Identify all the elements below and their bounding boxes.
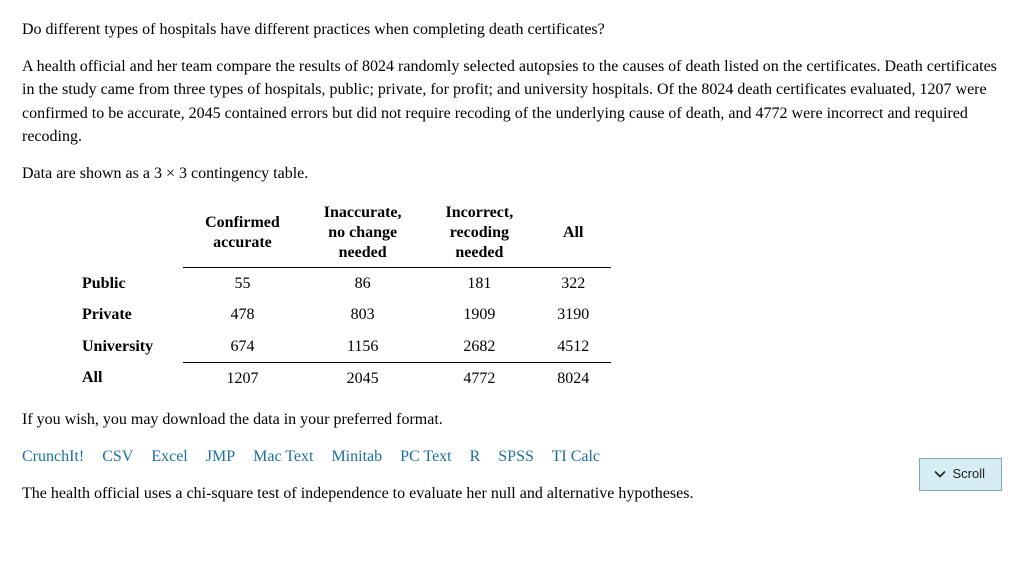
row-label-total: All [82, 362, 183, 394]
download-link-ticalc[interactable]: TI Calc [552, 448, 600, 465]
download-link-crunchit[interactable]: CrunchIt! [22, 448, 84, 465]
cell: 3190 [535, 299, 611, 330]
cell: 478 [183, 299, 302, 330]
question-text: Do different types of hospitals have dif… [22, 18, 1002, 41]
download-text: If you wish, you may download the data i… [22, 408, 1002, 431]
download-link-r[interactable]: R [470, 448, 481, 465]
cell: 8024 [535, 362, 611, 394]
cell: 2045 [302, 362, 424, 394]
table-description: Data are shown as a 3 × 3 contingency ta… [22, 162, 1002, 185]
intro-paragraph: A health official and her team compare t… [22, 55, 1002, 148]
scroll-button[interactable]: Scroll [919, 458, 1002, 491]
row-label: Public [82, 268, 183, 300]
download-link-spss[interactable]: SPSS [498, 448, 534, 465]
table-desc-prefix: Data are shown as a [22, 165, 154, 182]
download-links-row: CrunchIt! CSV Excel JMP Mac Text Minitab… [22, 445, 1002, 468]
row-label: Private [82, 299, 183, 330]
cell: 86 [302, 268, 424, 300]
cell: 1207 [183, 362, 302, 394]
cell: 55 [183, 268, 302, 300]
col-header-inaccurate: Inaccurate,no changeneeded [302, 199, 424, 268]
cell: 181 [424, 268, 536, 300]
table-desc-suffix: contingency table. [187, 165, 308, 182]
table-row: Public 55 86 181 322 [82, 268, 611, 300]
table-desc-dims: 3 × 3 [154, 165, 187, 182]
cell: 4772 [424, 362, 536, 394]
download-link-mactext[interactable]: Mac Text [253, 448, 313, 465]
cell: 2682 [424, 331, 536, 363]
table-row: Private 478 803 1909 3190 [82, 299, 611, 330]
table-header-row: Confirmedaccurate Inaccurate,no changene… [82, 199, 611, 268]
col-header-confirmed: Confirmedaccurate [183, 199, 302, 268]
contingency-table: Confirmedaccurate Inaccurate,no changene… [82, 199, 611, 394]
download-link-csv[interactable]: CSV [102, 448, 133, 465]
col-header-blank [82, 199, 183, 268]
conclusion-text: The health official uses a chi-square te… [22, 482, 1002, 505]
download-link-minitab[interactable]: Minitab [331, 448, 382, 465]
cell: 4512 [535, 331, 611, 363]
table-row-total: All 1207 2045 4772 8024 [82, 362, 611, 394]
cell: 1156 [302, 331, 424, 363]
col-header-all: All [535, 199, 611, 268]
download-link-pctext[interactable]: PC Text [400, 448, 451, 465]
scroll-label: Scroll [952, 465, 985, 484]
cell: 803 [302, 299, 424, 330]
cell: 674 [183, 331, 302, 363]
row-label: University [82, 331, 183, 363]
chevron-down-icon [934, 468, 946, 480]
download-link-excel[interactable]: Excel [151, 448, 187, 465]
cell: 322 [535, 268, 611, 300]
col-header-incorrect: Incorrect,recodingneeded [424, 199, 536, 268]
download-link-jmp[interactable]: JMP [206, 448, 235, 465]
cell: 1909 [424, 299, 536, 330]
table-row: University 674 1156 2682 4512 [82, 331, 611, 363]
